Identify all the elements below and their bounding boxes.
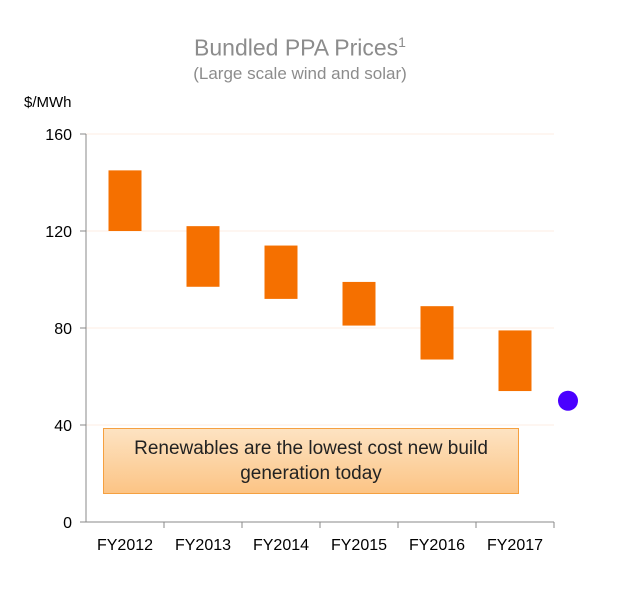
x-tick-label: FY2015: [331, 537, 387, 554]
price-range-bar: [498, 330, 532, 392]
y-tick-label: 0: [63, 515, 72, 532]
y-tick-label: 80: [54, 321, 72, 338]
price-range-bar: [420, 306, 454, 360]
y-tick-label: 40: [54, 418, 72, 435]
y-axis-label: $/MWh: [24, 94, 72, 111]
annotation-box: Renewables are the lowest cost new build…: [103, 428, 519, 494]
x-tick-label: FY2012: [97, 537, 153, 554]
marker-point: [558, 390, 578, 411]
chart-subtitle: (Large scale wind and solar): [193, 64, 407, 83]
y-tick-label: 120: [45, 224, 72, 241]
x-tick-label: FY2013: [175, 537, 231, 554]
y-tick-label: 160: [45, 127, 72, 144]
x-tick-label: FY2016: [409, 537, 465, 554]
price-range-bar: [264, 245, 298, 299]
x-tick-label: FY2014: [253, 537, 309, 554]
chart-title: Bundled PPA Prices1: [194, 34, 406, 61]
price-range-bar: [186, 226, 220, 287]
price-range-bar: [342, 281, 376, 326]
price-range-bar: [108, 170, 142, 231]
x-tick-label: FY2017: [487, 537, 543, 554]
